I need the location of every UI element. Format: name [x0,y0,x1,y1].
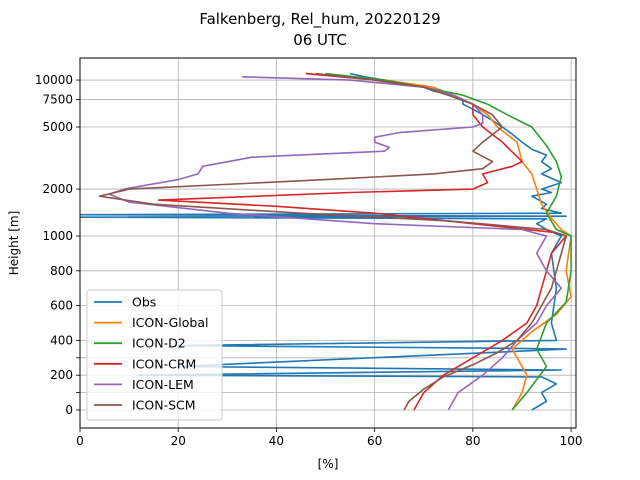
x-tick-label: 20 [171,434,186,448]
legend-label: ICON-D2 [132,336,186,351]
chart-title: Falkenberg, Rel_hum, 20220129 [199,10,440,29]
y-tick-label: 400 [50,333,73,347]
x-axis-label: [%] [318,457,339,471]
x-tick-label: 40 [269,434,284,448]
series-line-icon-d2 [325,72,572,411]
x-tick-label: 100 [560,434,583,448]
series-lines [80,72,572,411]
x-tick-label: 60 [367,434,382,448]
plot-frame [79,57,577,429]
series-line-icon-crm [157,72,567,411]
legend-label: ICON-LEM [132,377,194,392]
series-line-icon-lem [108,76,563,411]
y-tick-label: 0 [65,403,73,417]
y-axis-label: Height [m] [7,211,21,276]
x-tick-label: 0 [76,434,84,448]
y-tick-label: 2000 [42,182,73,196]
axis-ticks: 0 20 40 60 80 1000200400600800100020005000750… [35,73,583,448]
legend: Obs ICON-Global ICON-D2 ICON-CRM ICON-LEM ICO… [86,289,223,421]
series-line-icon-scm [98,72,567,411]
x-tick-label: 80 [465,434,480,448]
y-tick-label: 10000 [35,73,73,87]
y-tick-label: 7500 [42,93,73,107]
y-tick-label: 200 [50,368,73,382]
legend-label: ICON-Global [132,315,208,330]
y-tick-label: 1000 [42,229,73,243]
y-tick-label: 5000 [42,120,73,134]
legend-label: ICON-SCM [132,398,196,413]
y-tick-label: 800 [50,264,73,278]
y-tick-label: 600 [50,299,73,313]
chart-subtitle: 06 UTC [293,31,347,49]
legend-label: Obs [132,295,156,310]
legend-label: ICON-CRM [132,356,196,371]
series-line-obs [80,72,567,411]
